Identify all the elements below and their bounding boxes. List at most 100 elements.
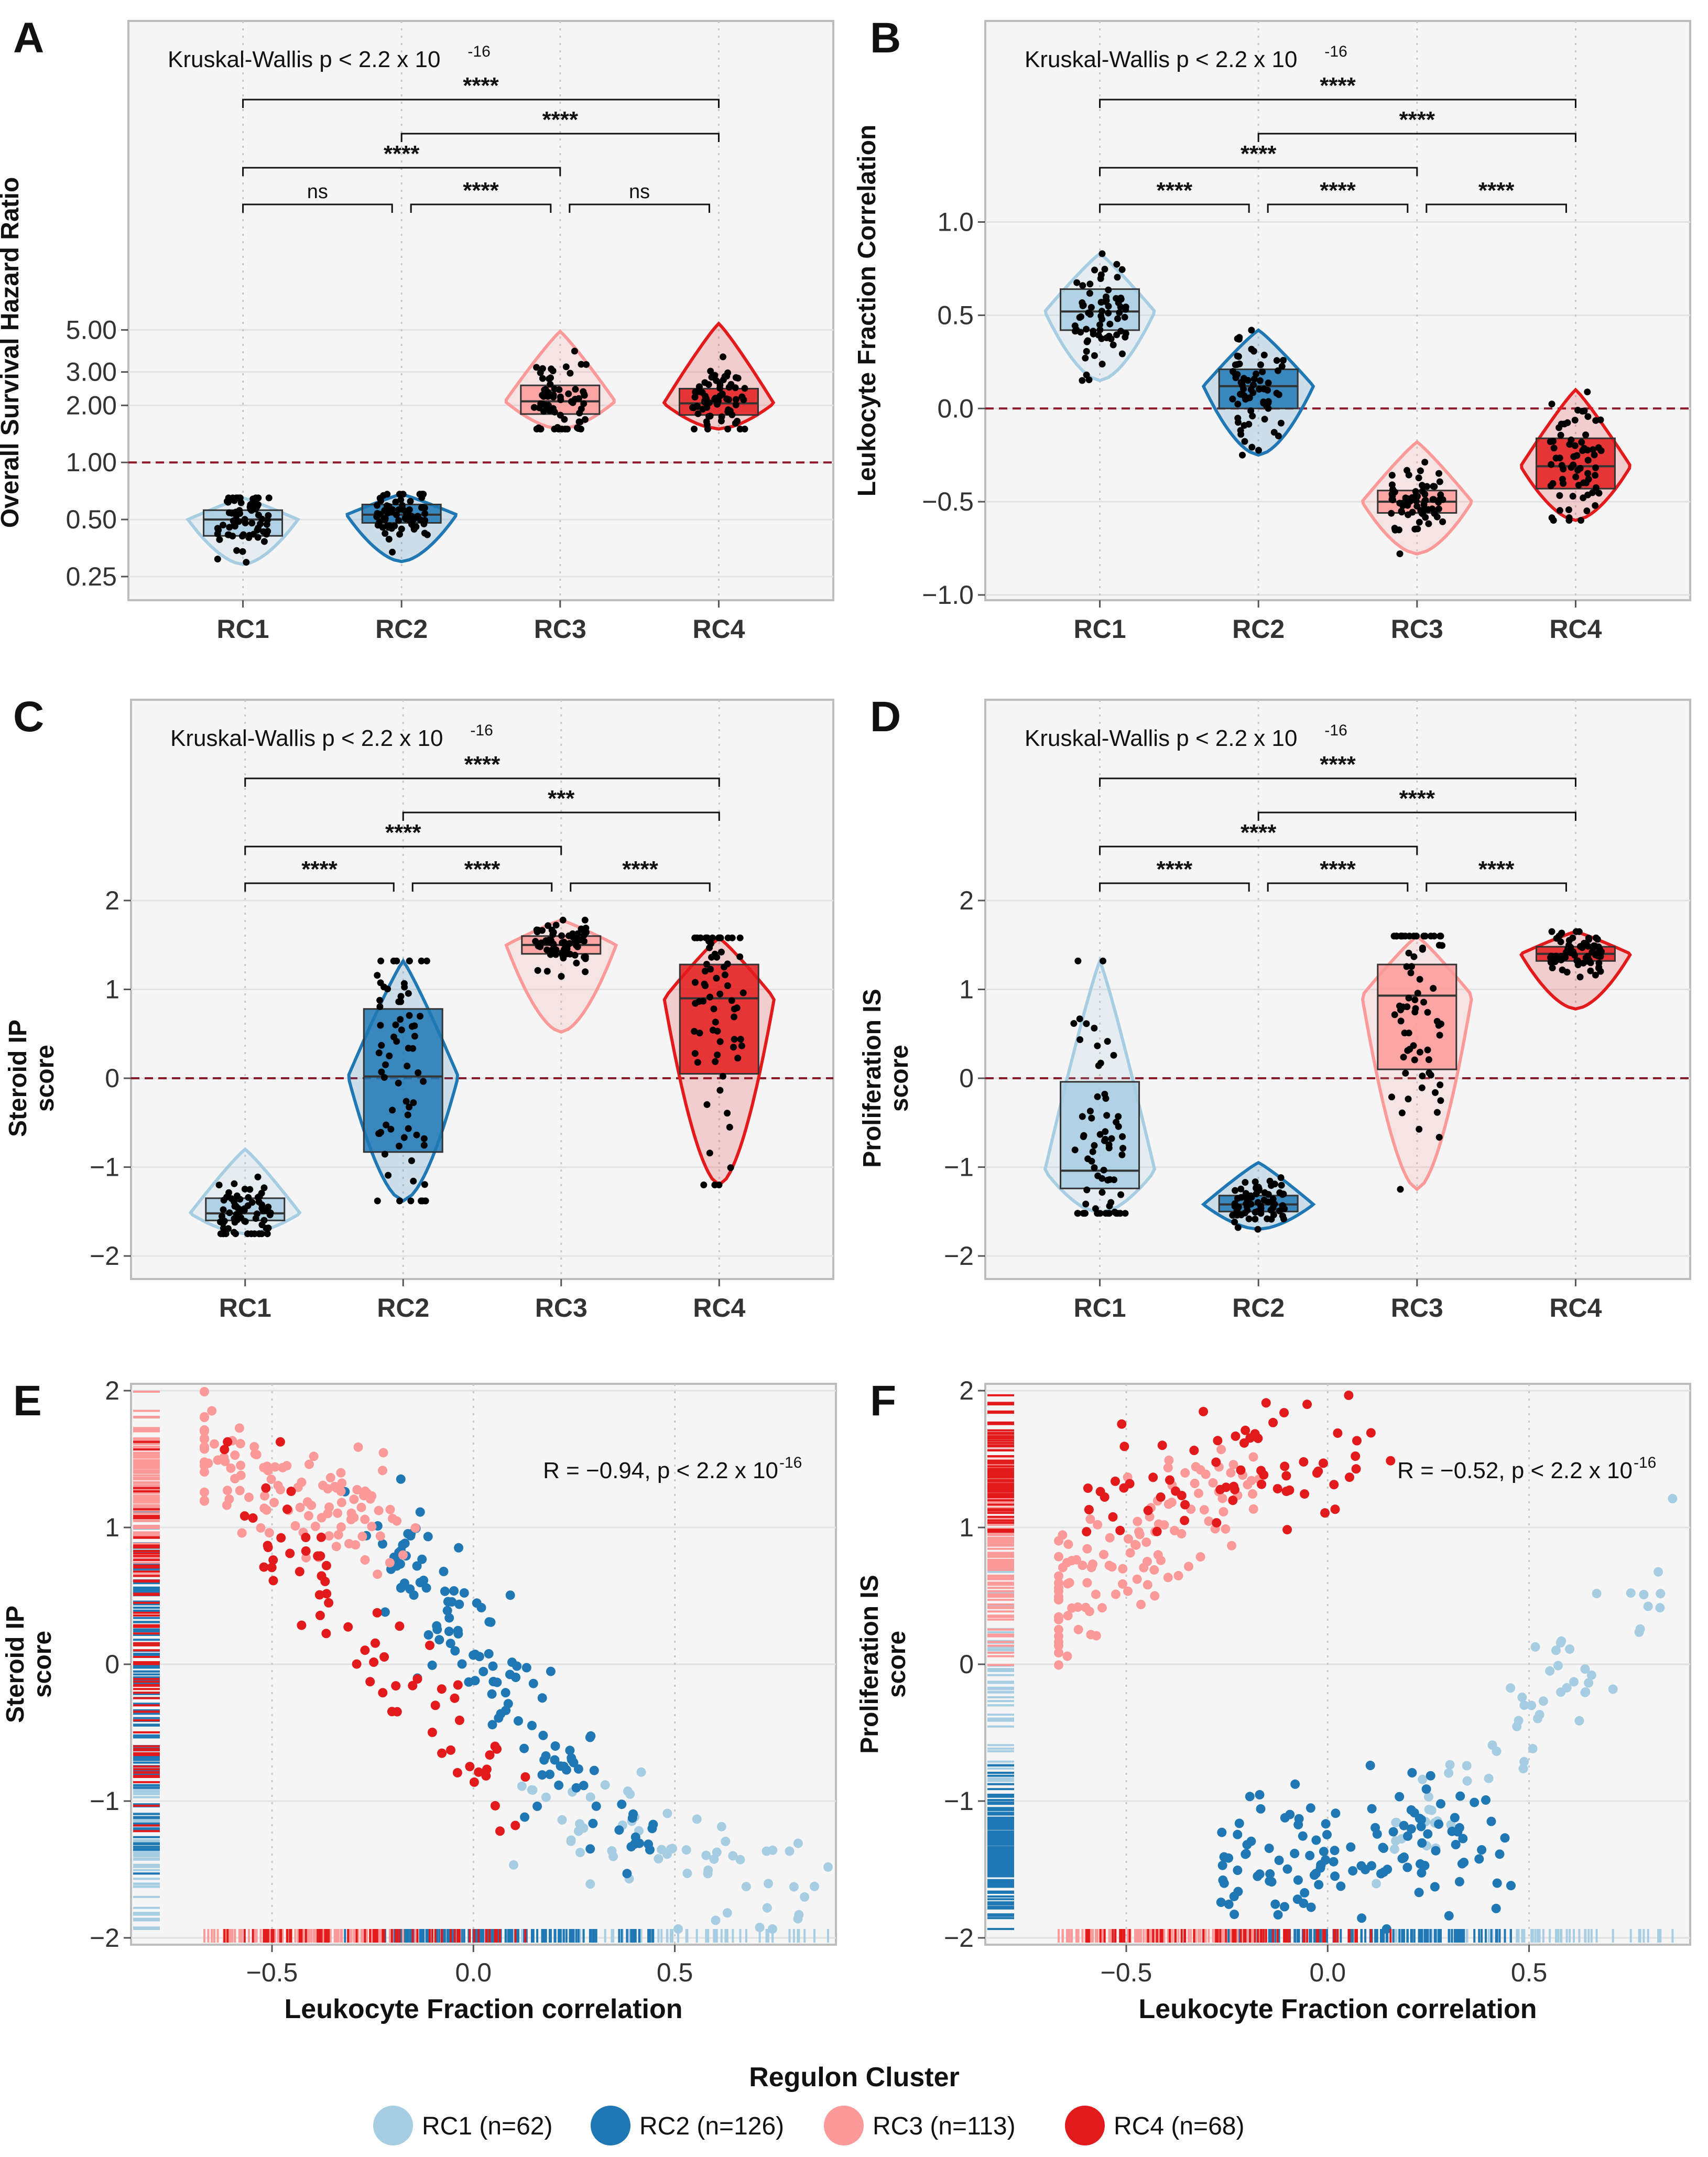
bracket-line <box>242 99 720 108</box>
test-annotation: Kruskal-Wallis p < 2.2 x 10 <box>1025 725 1297 751</box>
scatter-point <box>519 1743 529 1753</box>
data-point <box>1550 445 1558 452</box>
scatter-point <box>236 1460 246 1470</box>
scatter-point <box>735 1855 745 1865</box>
scatter-point <box>437 1684 447 1694</box>
data-point <box>1409 508 1416 516</box>
data-point <box>226 1209 233 1217</box>
data-point <box>1397 1186 1404 1193</box>
scatter-point <box>1229 1481 1239 1491</box>
data-point <box>384 491 391 498</box>
data-point <box>1597 447 1605 454</box>
data-point <box>1569 493 1576 500</box>
test-annotation-exponent: -16 <box>470 722 493 739</box>
data-point <box>705 399 713 406</box>
scatter-point <box>1167 1498 1177 1508</box>
significance-bracket: **** <box>244 857 395 892</box>
data-point <box>374 510 381 517</box>
scatter-point <box>1159 1520 1169 1530</box>
data-point <box>1072 328 1079 335</box>
scatter-point <box>378 1448 388 1458</box>
scatter-point <box>1331 1808 1341 1818</box>
data-point <box>400 1134 408 1141</box>
scatter-point <box>1233 1829 1243 1839</box>
data-point <box>264 528 271 535</box>
data-point <box>1098 308 1105 315</box>
scatter-point <box>1253 1434 1263 1443</box>
data-point <box>395 517 402 524</box>
x-tick-label: −0.5 <box>1101 1958 1152 1987</box>
scatter-point <box>378 1466 387 1476</box>
scatter-point <box>1218 1875 1228 1885</box>
data-point <box>558 932 565 939</box>
scatter-point <box>1199 1505 1209 1515</box>
scatter-point <box>517 1781 527 1791</box>
scatter-point <box>1228 1460 1238 1470</box>
data-point <box>1556 492 1563 499</box>
significance-bracket: **** <box>1267 178 1409 213</box>
scatter-point <box>356 1502 366 1512</box>
data-point <box>377 497 385 504</box>
scatter-point <box>810 1881 819 1891</box>
scatter-point <box>1216 1898 1226 1907</box>
data-point <box>730 1044 737 1051</box>
data-point <box>1574 961 1582 969</box>
x-tick-label: RC3 <box>534 614 586 644</box>
scatter-point <box>1125 1479 1135 1489</box>
data-point <box>1399 502 1407 510</box>
data-point <box>219 1220 226 1227</box>
data-point <box>1419 1072 1426 1080</box>
scatter-point <box>268 1576 278 1586</box>
data-point <box>1552 454 1560 462</box>
data-point <box>406 1012 413 1019</box>
scatter-point <box>1204 1516 1214 1526</box>
data-point <box>1231 1200 1238 1207</box>
scatter-point <box>1177 1491 1187 1501</box>
data-point <box>254 526 261 534</box>
data-point <box>732 384 739 392</box>
scatter-point <box>1306 1902 1316 1912</box>
data-point <box>241 1186 248 1193</box>
data-point <box>533 426 540 432</box>
data-point <box>1265 1191 1272 1198</box>
y-tick-label: 2.00 <box>66 391 117 420</box>
data-point <box>727 1164 734 1172</box>
scatter-point <box>764 1879 773 1889</box>
scatter-point <box>237 1528 247 1538</box>
data-point <box>720 353 726 361</box>
data-point <box>1389 492 1396 500</box>
scatter-point <box>423 1532 433 1542</box>
scatter-point <box>295 1502 305 1512</box>
data-point <box>1089 1148 1096 1155</box>
scatter-point <box>1118 1579 1127 1589</box>
x-axis-label: Leukocyte Fraction correlation <box>285 1994 683 2024</box>
scatter-point <box>344 1538 354 1548</box>
scatter-point <box>357 1532 367 1542</box>
scatter-point <box>1156 1492 1166 1502</box>
data-point <box>1249 413 1256 420</box>
test-annotation-exponent: -16 <box>467 43 490 60</box>
data-point <box>1583 507 1591 515</box>
data-point <box>1243 395 1250 402</box>
scatter-point <box>1447 1826 1457 1836</box>
data-point <box>1122 1210 1129 1217</box>
scatter-point <box>557 1815 567 1825</box>
scatter-point <box>1054 1552 1063 1562</box>
data-point <box>1584 413 1592 420</box>
data-point <box>260 538 268 545</box>
data-point <box>1097 299 1105 306</box>
data-point <box>407 1197 415 1205</box>
scatter-point <box>654 1854 663 1864</box>
data-point <box>1402 1069 1409 1077</box>
scatter-point <box>635 1838 644 1848</box>
scatter-point <box>1474 1854 1484 1864</box>
scatter-point <box>1434 1819 1444 1829</box>
data-point <box>405 990 412 997</box>
data-point <box>1430 985 1437 992</box>
scatter-point <box>1372 1879 1381 1889</box>
scatter-point <box>321 1629 331 1639</box>
scatter-point <box>333 1530 343 1540</box>
data-point <box>1401 1029 1408 1037</box>
scatter-point <box>521 1663 531 1673</box>
scatter-point <box>1082 1544 1092 1554</box>
